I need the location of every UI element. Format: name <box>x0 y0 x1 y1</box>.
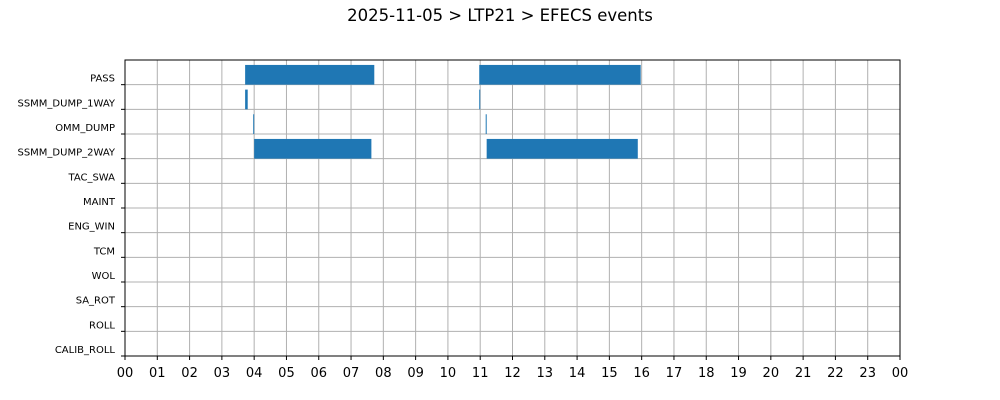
event-bar <box>479 89 481 110</box>
event-bar <box>485 114 487 134</box>
x-tick-label: 12 <box>504 366 521 381</box>
x-tick-label: 09 <box>407 366 424 381</box>
x-tick-label: 16 <box>633 366 650 381</box>
x-tick-label: 22 <box>827 366 844 381</box>
x-tick-labels: 00 01 02 03 04 05 06 07 08 09 10 11 12 13 14 15 16 17 18 19… <box>117 356 909 381</box>
y-tick-label: SSMM_DUMP_1WAY <box>17 98 115 109</box>
x-tick-label: 23 <box>859 366 876 381</box>
x-tick-label: 19 <box>730 366 747 381</box>
event-bar <box>254 138 372 159</box>
x-tick-label: 21 <box>795 366 812 381</box>
grid <box>124 60 901 357</box>
x-tick-label: 11 <box>472 366 489 381</box>
x-tick-label: 18 <box>698 366 715 381</box>
y-tick-label: MAINT <box>83 197 116 208</box>
y-tick-label: CALIB_ROLL <box>55 345 116 356</box>
x-tick-label: 14 <box>569 366 586 381</box>
x-tick-label: 00 <box>117 366 134 381</box>
y-tick-label: SA_ROT <box>76 296 116 307</box>
event-bar <box>479 64 641 85</box>
x-tick-label: 04 <box>246 366 263 381</box>
y-tick-label: SSMM_DUMP_2WAY <box>17 148 115 159</box>
y-tick-label: TCM <box>93 246 115 257</box>
y-tick-label: WOL <box>92 271 116 282</box>
y-tick-label: ROLL <box>89 320 115 331</box>
x-tick-label: 02 <box>181 366 198 381</box>
x-tick-label: 07 <box>343 366 360 381</box>
event-bar <box>245 64 375 85</box>
event-bar <box>486 138 638 159</box>
event-bar <box>245 89 248 110</box>
y-tick-label: TAC_SWA <box>67 172 115 183</box>
y-tick-labels: PASS SSMM_DUMP_1WAY OMM_DUMP SSMM_DUMP_2WAY… <box>17 74 125 357</box>
y-tick-label: PASS <box>90 74 115 85</box>
y-tick-label: ENG_WIN <box>68 222 115 233</box>
x-tick-label: 00 <box>892 366 909 381</box>
event-bars <box>245 64 641 159</box>
chart-title: 2025-11-05 > LTP21 > EFECS events <box>347 6 653 25</box>
x-tick-label: 03 <box>214 366 231 381</box>
x-tick-label: 05 <box>278 366 295 381</box>
x-tick-label: 06 <box>310 366 327 381</box>
y-tick-label: OMM_DUMP <box>55 123 115 134</box>
x-tick-label: 10 <box>440 366 457 381</box>
x-tick-label: 17 <box>666 366 683 381</box>
x-tick-label: 15 <box>601 366 618 381</box>
x-tick-label: 13 <box>537 366 554 381</box>
event-bar <box>253 114 255 134</box>
x-tick-label: 20 <box>763 366 780 381</box>
x-tick-label: 01 <box>149 366 166 381</box>
x-tick-label: 08 <box>375 366 392 381</box>
